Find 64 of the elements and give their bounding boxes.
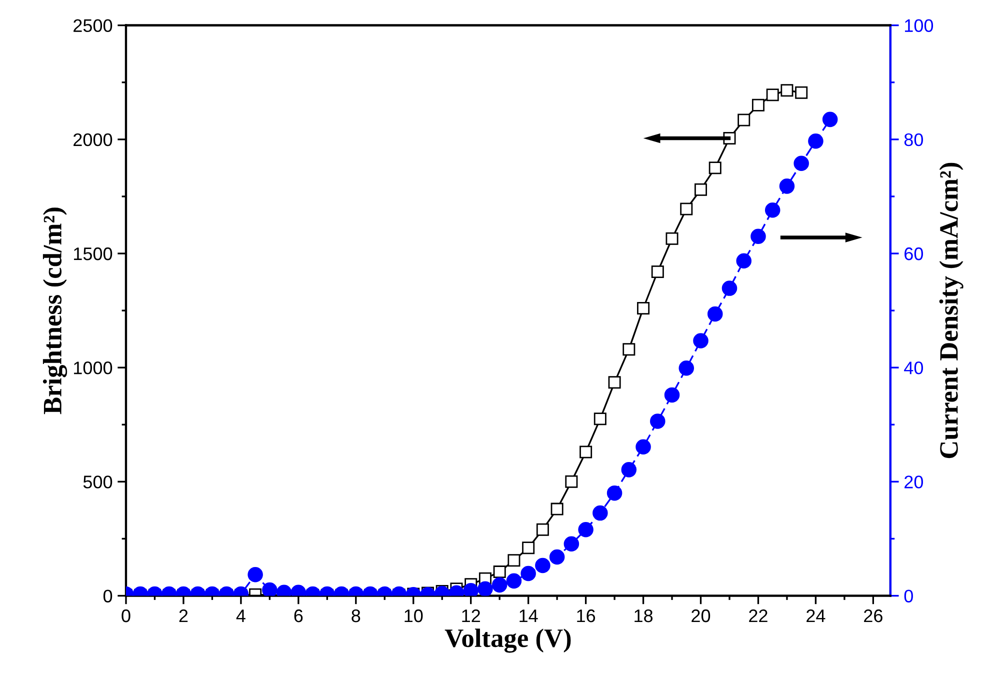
y2-tick-label: 0 <box>904 590 913 602</box>
x-tick-label: 22 <box>749 609 768 622</box>
x-tick-label: 8 <box>352 609 360 622</box>
point <box>565 475 578 488</box>
point <box>794 156 809 171</box>
y-tick-label: 500 <box>83 476 112 488</box>
x-tick-label: 12 <box>462 609 480 622</box>
y2-tick-label: 60 <box>904 247 923 260</box>
point <box>822 112 838 128</box>
point <box>707 306 723 322</box>
point <box>750 228 766 244</box>
x-tick-label: 2 <box>179 609 188 622</box>
point <box>594 412 606 426</box>
point <box>550 502 564 516</box>
point <box>779 178 795 194</box>
y-tick-label: 2000 <box>74 133 112 146</box>
x-tick-label: 10 <box>404 609 423 622</box>
point <box>493 566 506 578</box>
y2-axis-title: Current Density (mA/cm²) <box>939 162 964 458</box>
x-axis-title: Voltage (V) <box>444 628 571 653</box>
x-tick-label: 26 <box>864 609 882 622</box>
point <box>651 265 664 278</box>
point <box>580 446 592 458</box>
y-tick-label: 2500 <box>74 19 112 32</box>
point <box>722 280 738 296</box>
point <box>764 202 780 218</box>
point <box>508 554 520 567</box>
y2-tick-label: 20 <box>904 476 923 488</box>
y-tick-label: 0 <box>103 590 112 602</box>
point <box>808 133 824 149</box>
point <box>522 542 535 554</box>
y2-tick-label: 40 <box>904 362 923 374</box>
x-tick-label: 14 <box>520 610 538 622</box>
x-tick-label: 6 <box>294 609 303 622</box>
point <box>650 414 666 429</box>
point <box>463 582 478 596</box>
point <box>766 88 779 102</box>
point <box>694 183 708 196</box>
point <box>738 114 750 126</box>
point <box>693 333 708 348</box>
x-tick-label: 16 <box>577 609 596 622</box>
point <box>780 84 794 97</box>
point <box>608 376 621 389</box>
point <box>666 232 678 245</box>
point <box>736 253 752 269</box>
x-tick-label: 20 <box>692 609 710 622</box>
y2-tick-label: 100 <box>904 19 934 32</box>
point <box>622 343 636 356</box>
point <box>680 202 693 216</box>
point <box>678 360 694 376</box>
x-tick-label: 4 <box>236 610 246 622</box>
y-tick-label: 1500 <box>74 247 112 260</box>
x-tick-label: 18 <box>634 609 653 622</box>
point <box>708 162 722 174</box>
y-tick-label: 1000 <box>74 362 112 374</box>
point <box>795 86 808 99</box>
point <box>752 98 764 112</box>
point <box>637 302 650 315</box>
x-tick-label: 24 <box>806 609 826 622</box>
point <box>536 523 549 536</box>
x-tick-label: 0 <box>122 609 130 622</box>
y-axis-title: Brightness (cd/m²) <box>42 208 68 414</box>
point <box>664 387 680 403</box>
y2-tick-label: 80 <box>904 133 923 146</box>
